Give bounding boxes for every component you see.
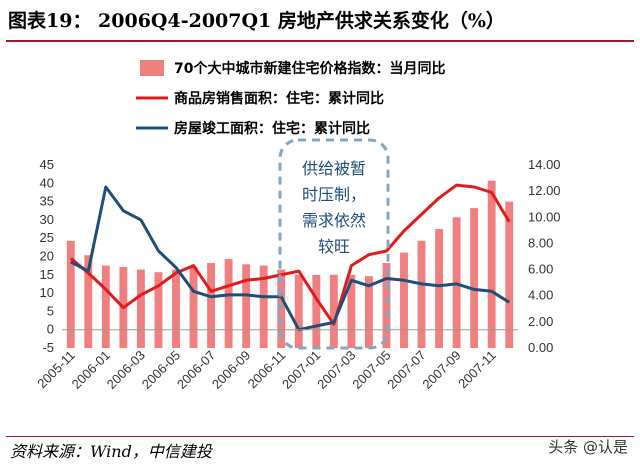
y-right-tick-label: 6.00 (528, 262, 553, 277)
y-left-tick-label: 20 (40, 249, 54, 264)
annotation-text: 需求依然 (302, 211, 366, 230)
chart: 70个大中城市新建住宅价格指数：当月同比商品房销售面积：住宅：累计同比房屋竣工面… (34, 60, 561, 392)
x-tick-label: 2007-09 (419, 348, 463, 392)
y-left-tick-label: 40 (40, 175, 54, 190)
y-left-tick-label: 5 (47, 303, 54, 318)
series-line-1 (69, 183, 511, 326)
x-tick-label: 2007-11 (455, 348, 499, 392)
y-right-tick-label: 8.00 (528, 235, 553, 250)
y-right-tick-label: 0.00 (528, 340, 553, 355)
y-right-tick-label: 4.00 (528, 288, 553, 303)
series-line-2 (70, 185, 510, 332)
bar (505, 201, 514, 348)
bar (66, 240, 75, 348)
bar (435, 229, 444, 348)
bar (136, 269, 145, 348)
y-left-tick-label: 30 (40, 212, 54, 227)
bar (242, 264, 251, 348)
bar (154, 272, 163, 348)
bar (259, 265, 268, 348)
y-left-tick-label: 15 (40, 267, 54, 282)
bar (84, 255, 93, 348)
y-right-tick-label: 14.00 (528, 157, 561, 172)
line-series (69, 183, 511, 332)
bar (172, 269, 180, 348)
y-left-tick-label: -5 (42, 340, 54, 355)
x-tick-label: 2006-09 (209, 348, 253, 392)
y-left-tick-label: 10 (40, 285, 54, 300)
y-left-tick-label: 25 (40, 230, 54, 245)
bar (347, 274, 356, 348)
bar (364, 276, 373, 348)
y-left-tick-label: 35 (40, 194, 54, 209)
bar (207, 263, 216, 348)
annotation-box (278, 138, 390, 350)
bar-series (66, 180, 514, 348)
bar (400, 252, 408, 348)
footer-divider (6, 436, 634, 437)
bar (312, 274, 321, 348)
y-left-tick-label: 0 (47, 322, 54, 337)
axes: -5 0 5 10 15 20 25 30 35 40 45 0.00 2.00 4.00 6.00 8.00… (34, 157, 560, 392)
bar (417, 240, 426, 348)
annotation-text: 供给被暂 (302, 159, 366, 178)
y-right-tick-label: 12.00 (528, 183, 561, 198)
bar (470, 208, 479, 348)
bar (329, 274, 338, 348)
bar (487, 180, 496, 348)
y-left-tick-label: 45 (40, 157, 54, 172)
bar (294, 274, 303, 348)
source-note: 资料来源：Wind，中信建投 (10, 442, 212, 461)
legend-label: 商品房销售面积：住宅：累计同比 (174, 90, 384, 107)
title-divider (6, 40, 634, 42)
annotation-text: 时压制， (302, 185, 366, 204)
bar (224, 259, 233, 348)
y-right-tick-label: 10.00 (528, 209, 561, 224)
legend-label: 70个大中城市新建住宅价格指数：当月同比 (174, 60, 445, 77)
legend-label: 房屋竣工面积：住宅：累计同比 (174, 120, 370, 137)
bar (101, 265, 110, 348)
page-title: 图表19： 2006Q4-2007Q1 房地产供求关系变化（%） (8, 10, 505, 32)
bar (382, 263, 391, 348)
watermark: 头条 @认是 (548, 438, 628, 456)
annotation-text: 较旺 (318, 237, 350, 256)
y-right-tick-label: 2.00 (528, 314, 553, 329)
legend-swatch-bar (140, 60, 164, 76)
legend: 70个大中城市新建住宅价格指数：当月同比商品房销售面积：住宅：累计同比房屋竣工面… (136, 60, 445, 137)
bar (189, 266, 198, 348)
